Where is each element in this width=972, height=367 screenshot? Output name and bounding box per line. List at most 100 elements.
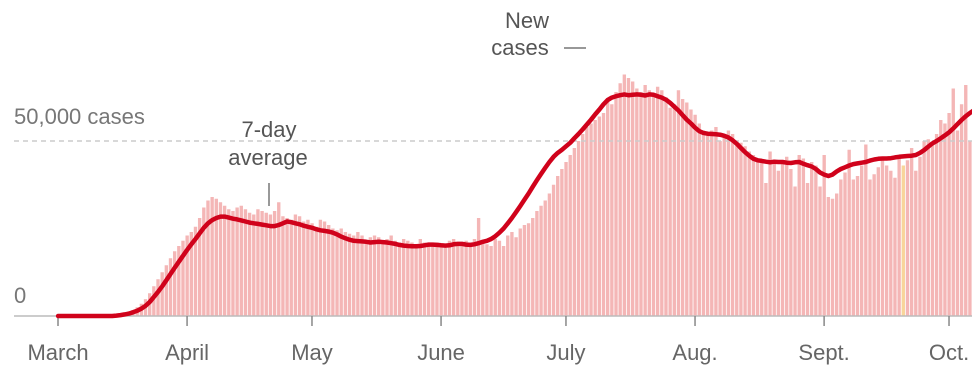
case-bar [818,186,822,316]
case-bar [606,99,610,316]
case-bar [214,198,218,316]
case-bar [247,212,252,316]
case-bar [343,232,348,316]
case-bar [164,265,169,316]
case-bar [901,165,905,316]
case-bar [177,246,181,316]
case-bar [801,158,806,316]
annotation-average-line2: average [228,145,308,170]
case-bar [460,244,464,316]
case-bar [859,165,864,316]
case-bar [876,167,880,316]
case-bar [368,237,373,316]
case-bar [914,170,918,316]
case-bar [206,200,210,316]
case-bar [705,134,710,316]
case-bar [539,205,543,316]
case-bar [381,242,385,316]
case-bar [256,209,260,316]
case-bar [268,214,273,316]
case-bar [851,179,856,316]
case-bar [764,183,768,316]
annotation-new-cases-line1: New [505,8,549,33]
case-bar [535,211,539,316]
case-bar [531,218,535,316]
case-bar [739,142,743,316]
case-bar [643,85,647,316]
annotation-seven-day-average: 7-day average [228,117,308,206]
case-bar [564,162,568,316]
case-bar [218,202,223,316]
case-bar [947,113,951,316]
case-bar [601,113,606,316]
seven-day-average-line [55,92,972,319]
case-bar [576,141,581,316]
case-bar [676,90,681,316]
case-bar [510,232,514,316]
case-bar [489,246,493,316]
case-bar [780,162,785,316]
case-bar [897,155,901,316]
case-bar [501,246,506,316]
case-bar [393,240,398,316]
case-bar [401,239,406,316]
case-bar [356,232,360,316]
case-bar [964,85,968,316]
case-bar [447,240,452,316]
case-bar [839,179,843,316]
case-bar [830,198,835,316]
case-bar [410,242,414,316]
case-bar [622,74,627,316]
case-bar [934,134,939,316]
case-bar [651,95,656,316]
case-bar [302,221,306,316]
case-bar [289,219,293,316]
case-bar [451,239,456,316]
case-bar [272,211,277,316]
case-bar [397,242,402,316]
case-bar [568,155,572,316]
case-bar [197,218,202,316]
x-tick-label: April [165,340,209,365]
annotation-new-cases-line2: cases [491,35,548,60]
case-bar [422,242,427,316]
case-bar [310,223,314,316]
case-bar [264,212,268,316]
new-cases-bars [114,74,972,316]
case-bar [909,148,914,316]
case-bar [456,242,460,316]
case-bar [156,279,160,316]
case-bar [714,127,718,316]
case-bar [406,240,410,316]
case-bar [468,244,472,316]
case-bar [630,81,635,316]
case-bar [747,151,751,316]
case-bar [339,228,343,316]
case-bar [239,205,243,316]
case-bar [318,219,323,316]
case-bar [639,92,643,316]
case-bar [922,141,926,316]
case-bar [730,134,735,316]
case-bar [551,184,556,316]
case-bar [614,92,618,316]
case-bar [835,193,839,316]
case-bar [672,104,676,316]
case-bar [193,226,198,316]
case-bar [222,205,227,316]
case-bar [210,197,214,316]
case-bar [235,207,239,316]
case-bar [389,235,393,316]
case-bar [805,183,810,316]
case-bar [743,146,747,316]
case-bar [660,90,664,316]
case-bar [884,165,889,316]
case-bar [589,123,593,316]
case-bar [626,78,631,316]
case-bar [547,193,552,316]
case-bar [372,235,377,316]
case-bar [655,86,660,316]
case-bar [680,99,685,316]
case-bar [701,130,706,316]
